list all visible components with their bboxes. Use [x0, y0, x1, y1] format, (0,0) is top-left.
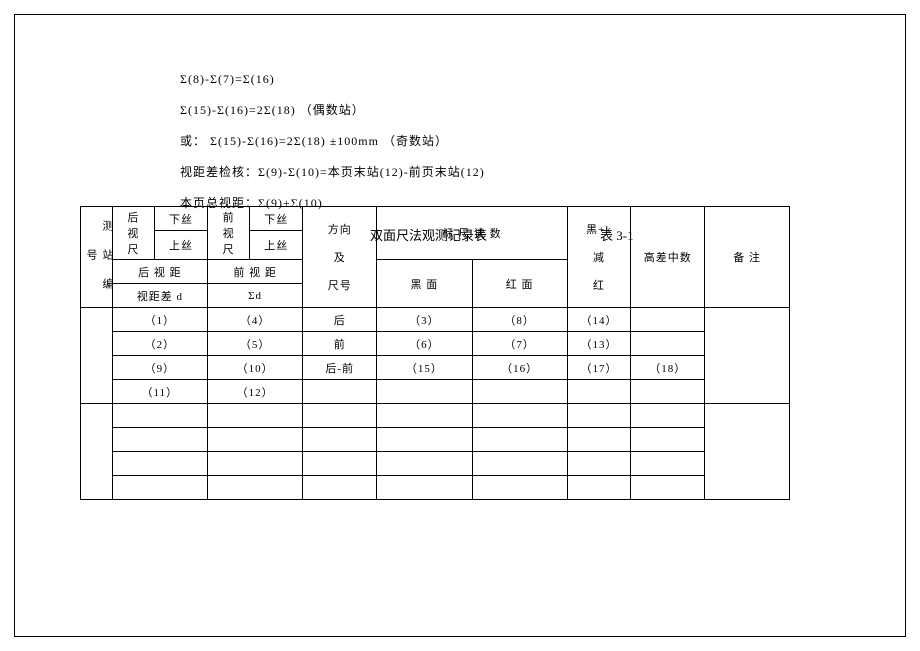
head-red-face: 红 面 — [472, 260, 567, 308]
head-sum-d: Σd — [207, 284, 302, 308]
remark-2 — [705, 404, 790, 500]
e9 — [207, 428, 302, 452]
cell-6: （6） — [377, 332, 472, 356]
e26 — [472, 476, 567, 500]
formula-3: 或： Σ(15)-Σ(16)=2Σ(18) ±100mm （奇数站） — [180, 132, 800, 149]
cell-13: （13） — [567, 332, 630, 356]
record-table: 测 站 编 号 后 视 尺 下丝 前 视 尺 下丝 方向 及 尺号 标 尺 读 … — [80, 206, 790, 500]
cell-r2-7 — [631, 332, 705, 356]
cell-16: （16） — [472, 356, 567, 380]
formula-4: 视距差检核：Σ(9)-Σ(10)=本页末站(12)-前页末站(12) — [180, 163, 800, 180]
cell-r4-7 — [631, 380, 705, 404]
head-back-up: 上丝 — [155, 231, 208, 260]
cell-8: （8） — [472, 308, 567, 332]
head-black-face: 黑 面 — [377, 260, 472, 308]
head-front-group: 前 视 尺 — [207, 207, 249, 260]
head-back-down: 下丝 — [155, 207, 208, 231]
e1 — [112, 404, 207, 428]
e7 — [631, 404, 705, 428]
cell-14: （14） — [567, 308, 630, 332]
e6 — [567, 404, 630, 428]
cell-back: 后 — [303, 308, 377, 332]
head-remark: 备 注 — [705, 207, 790, 308]
head-black-k: 黑+k 减 红 — [567, 207, 630, 308]
e28 — [631, 476, 705, 500]
cell-r4-3 — [303, 380, 377, 404]
e10 — [303, 428, 377, 452]
cell-18: （18） — [631, 356, 705, 380]
cell-r4-5 — [472, 380, 567, 404]
formula-2: Σ(15)-Σ(16)=2Σ(18) （偶数站） — [180, 101, 800, 118]
e13 — [567, 428, 630, 452]
formula-block: Σ(8)-Σ(7)=Σ(16) Σ(15)-Σ(16)=2Σ(18) （偶数站）… — [180, 72, 800, 225]
cell-3: （3） — [377, 308, 472, 332]
remark-1 — [705, 308, 790, 404]
formula-1: Σ(8)-Σ(7)=Σ(16) — [180, 72, 800, 87]
e15 — [112, 452, 207, 476]
e4 — [377, 404, 472, 428]
cell-r4-4 — [377, 380, 472, 404]
cell-bf: 后-前 — [303, 356, 377, 380]
table-wrap: 测 站 编 号 后 视 尺 下丝 前 视 尺 下丝 方向 及 尺号 标 尺 读 … — [80, 206, 820, 500]
e11 — [377, 428, 472, 452]
cell-12: （12） — [207, 380, 302, 404]
head-front-dist: 前 视 距 — [207, 260, 302, 284]
e2 — [207, 404, 302, 428]
head-reading: 标 尺 读 数 — [377, 207, 567, 260]
cell-r4-6 — [567, 380, 630, 404]
cell-1: （1） — [112, 308, 207, 332]
cell-7: （7） — [472, 332, 567, 356]
head-back-dist: 后 视 距 — [112, 260, 207, 284]
cell-front: 前 — [303, 332, 377, 356]
e14 — [631, 428, 705, 452]
cell-17: （17） — [567, 356, 630, 380]
e19 — [472, 452, 567, 476]
cell-r1-7 — [631, 308, 705, 332]
head-mean: 高差中数 — [631, 207, 705, 308]
cell-2: （2） — [112, 332, 207, 356]
head-back-group: 后 视 尺 — [112, 207, 154, 260]
e12 — [472, 428, 567, 452]
e24 — [303, 476, 377, 500]
e20 — [567, 452, 630, 476]
e25 — [377, 476, 472, 500]
e21 — [631, 452, 705, 476]
e16 — [207, 452, 302, 476]
head-front-up: 上丝 — [250, 231, 303, 260]
e17 — [303, 452, 377, 476]
cell-10: （10） — [207, 356, 302, 380]
station-cell-2 — [81, 404, 113, 500]
head-station: 测 站 编 号 — [81, 207, 113, 308]
e27 — [567, 476, 630, 500]
cell-9: （9） — [112, 356, 207, 380]
cell-11: （11） — [112, 380, 207, 404]
cell-15: （15） — [377, 356, 472, 380]
e3 — [303, 404, 377, 428]
e18 — [377, 452, 472, 476]
head-dist-diff: 视距差 d — [112, 284, 207, 308]
head-front-down: 下丝 — [250, 207, 303, 231]
cell-4: （4） — [207, 308, 302, 332]
e22 — [112, 476, 207, 500]
e23 — [207, 476, 302, 500]
cell-5: （5） — [207, 332, 302, 356]
station-cell-1 — [81, 308, 113, 404]
e8 — [112, 428, 207, 452]
e5 — [472, 404, 567, 428]
head-direction: 方向 及 尺号 — [303, 207, 377, 308]
